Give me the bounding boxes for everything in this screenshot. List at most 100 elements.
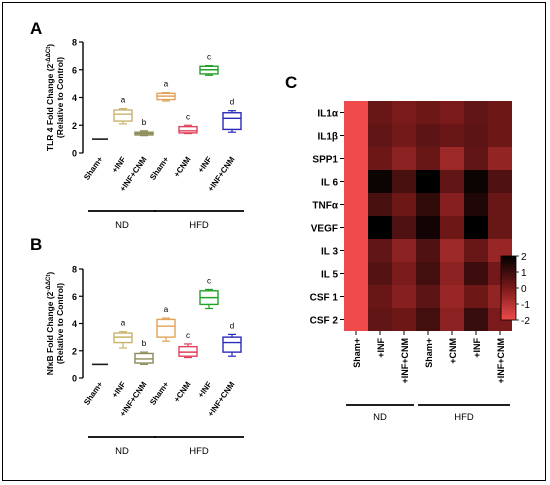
scale-segment <box>501 283 516 286</box>
panel-label: B <box>30 235 42 254</box>
figure-frame <box>2 2 546 481</box>
heatmap-cell <box>440 147 464 170</box>
heatmap-cell <box>416 285 440 308</box>
box-rect <box>156 318 176 338</box>
y-axis-title-superscript: -ΔΔCt <box>46 47 52 64</box>
heatmap-cell <box>392 216 416 239</box>
group-label-nd: ND <box>115 220 129 231</box>
column-label: Sham+ <box>424 338 434 368</box>
y-axis-title-end: ) <box>45 44 55 47</box>
scale-segment <box>501 291 516 294</box>
y-tick-label: 8 <box>72 265 77 275</box>
box-6: d <box>222 321 242 357</box>
y-tick-label: 0 <box>72 374 77 384</box>
significance-letter: c <box>186 112 190 121</box>
column-label: +INF <box>376 338 386 358</box>
heatmap-cell <box>440 124 464 147</box>
heatmap-cell <box>392 239 416 262</box>
significance-letter: c <box>207 53 211 62</box>
heatmap-cell <box>368 124 392 147</box>
heatmap-cell <box>440 285 464 308</box>
row-label: IL 5 <box>321 270 338 281</box>
heatmap-cell <box>440 101 464 124</box>
box-2: b <box>134 118 154 137</box>
y-axis-title-text: NfκB Fold Change (2 <box>45 291 55 375</box>
y-tick-label: 2 <box>72 346 77 356</box>
group-label-nd: ND <box>373 412 387 423</box>
x-category-label: +INF <box>110 155 128 175</box>
heatmap-cell <box>440 216 464 239</box>
scale-segment <box>501 267 516 270</box>
heatmap-cell <box>416 124 440 147</box>
heatmap-cell <box>368 170 392 193</box>
box-rect <box>222 112 242 131</box>
scale-segment <box>501 300 516 303</box>
heatmap-cell <box>488 147 512 170</box>
y-tick-label: 6 <box>72 65 77 75</box>
significance-letter: a <box>164 80 169 89</box>
y-axis-title-text: TLR 4 Fold Change (2 <box>45 63 55 151</box>
box-1: a <box>113 319 133 349</box>
heatmap-cell <box>464 216 488 239</box>
heatmap-cell <box>344 170 368 193</box>
row-label: CSF 1 <box>310 293 339 304</box>
heatmap-cell <box>464 147 488 170</box>
heatmap-cell <box>344 124 368 147</box>
heatmap-cell <box>488 101 512 124</box>
heatmap-cell <box>368 308 392 331</box>
column-label: +CNM <box>448 338 458 364</box>
significance-letter: c <box>207 276 211 285</box>
box-5: c <box>199 53 219 76</box>
heatmap-cell <box>416 147 440 170</box>
heatmap-cell <box>392 285 416 308</box>
heatmap-cell <box>344 193 368 216</box>
group-label-hfd: HFD <box>454 412 474 423</box>
column-label: Sham+ <box>352 338 362 368</box>
scale-segment <box>501 278 516 281</box>
heatmap-cell <box>344 216 368 239</box>
heatmap-cell <box>416 216 440 239</box>
y-tick-label: 6 <box>72 292 77 302</box>
y-tick-label: 4 <box>72 319 77 329</box>
box-3: a <box>156 80 176 102</box>
heatmap-cell <box>368 262 392 285</box>
heatmap-cell <box>488 170 512 193</box>
heatmap-cell <box>392 308 416 331</box>
x-category-label: +CNM <box>172 155 193 179</box>
significance-letter: a <box>121 96 126 105</box>
x-category-label: +CNM <box>172 380 193 404</box>
scale-segment <box>501 256 516 258</box>
x-category-label: +INF <box>196 155 214 175</box>
y-tick-label: 8 <box>72 38 77 48</box>
box-5: c <box>199 276 219 310</box>
x-category-label: Sham+ <box>148 380 171 407</box>
row-label: IL 3 <box>321 247 338 258</box>
column-label: +INF+CNM <box>400 338 410 384</box>
scale-segment <box>501 270 516 273</box>
box-rect <box>178 125 198 134</box>
box-1: a <box>113 96 133 125</box>
scale-segment <box>501 296 516 298</box>
scale-segment <box>501 257 516 260</box>
heatmap-cell <box>440 239 464 262</box>
y-tick-label: 0 <box>72 149 77 159</box>
heatmap-cell <box>416 262 440 285</box>
heatmap-cell <box>488 193 512 216</box>
heatmap-cell <box>344 308 368 331</box>
heatmap-cell <box>368 147 392 170</box>
heatmap-cell <box>368 285 392 308</box>
scale-segment <box>501 264 516 266</box>
scale-segment <box>501 288 516 290</box>
scale-segment <box>501 259 516 262</box>
heatmap-cell <box>368 216 392 239</box>
scale-segment <box>501 262 516 265</box>
y-axis-title-superscript: -ΔΔCt <box>46 275 52 292</box>
significance-letter: a <box>121 319 126 328</box>
scale-tick-label: 1 <box>521 268 527 279</box>
scale-segment <box>501 315 516 318</box>
scale-segment <box>501 276 516 279</box>
heatmap-cell <box>344 239 368 262</box>
significance-letter: b <box>142 118 147 127</box>
